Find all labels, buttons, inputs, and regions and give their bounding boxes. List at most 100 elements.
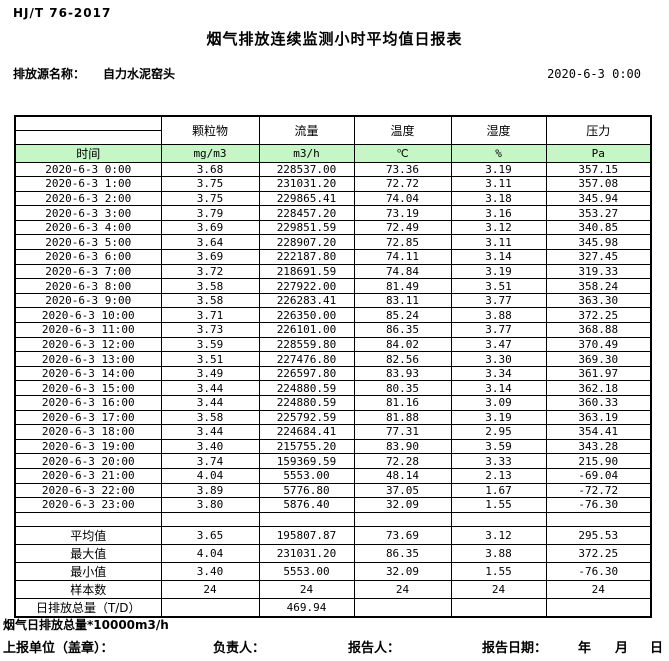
value-cell: 24: [258, 580, 355, 600]
data-rows: 2020-6-3 0:00 3.68 228537.00 73.36 3.19 357.1…: [14, 161, 652, 513]
value-cell: 229865.41: [258, 190, 355, 207]
column-header-humidity: 湿度: [450, 115, 547, 145]
table-row: 2020-6-3 20:00 3.74 159369.59 72.28 3.33 215.…: [14, 453, 652, 469]
value-cell: [545, 598, 652, 618]
unit-cell-humidity: %: [450, 143, 547, 163]
value-cell: 86.35: [353, 322, 452, 338]
value-cell: 4.04: [160, 467, 260, 484]
total-emission-note: 烟气日排放总量*10000m3/h: [3, 618, 169, 632]
value-cell: 72.85: [353, 234, 452, 251]
value-cell: 3.75: [160, 176, 260, 192]
value-cell: 327.45: [545, 249, 652, 265]
value-cell: 3.11: [450, 176, 547, 192]
value-cell: 3.47: [450, 336, 547, 353]
value-cell: 3.33: [450, 453, 547, 469]
value-cell: 37.05: [353, 482, 452, 499]
time-cell: 2020-6-3 6:00: [14, 249, 162, 265]
value-cell: 5553.00: [258, 562, 355, 582]
value-cell: 469.94: [258, 598, 355, 618]
day-label: 日: [650, 641, 664, 656]
value-cell: [160, 598, 260, 618]
value-cell: 226597.80: [258, 365, 355, 382]
table-row: 2020-6-3 7:00 3.72 218691.59 74.84 3.19 319.3…: [14, 263, 652, 280]
value-cell: 81.16: [353, 395, 452, 411]
value-cell: 3.59: [450, 438, 547, 455]
value-cell: 1.55: [450, 497, 547, 513]
value-cell: 218691.59: [258, 263, 355, 280]
standard-number: HJ/T 76-2017: [13, 6, 112, 20]
summary-label-cell: 最大值: [14, 544, 162, 564]
value-cell: 3.44: [160, 424, 260, 440]
value-cell: 358.24: [545, 278, 652, 294]
value-cell: 357.15: [545, 161, 652, 178]
value-cell: 224880.59: [258, 395, 355, 411]
value-cell: 3.80: [160, 497, 260, 513]
table-row: 2020-6-3 11:00 3.73 226101.00 86.35 3.77 368.…: [14, 322, 652, 338]
value-cell: 3.44: [160, 380, 260, 396]
summary-label-cell: 样本数: [14, 580, 162, 600]
value-cell: 226101.00: [258, 322, 355, 338]
column-header-flow: 流量: [258, 115, 355, 145]
value-cell: 225792.59: [258, 409, 355, 426]
table-row: 2020-6-3 8:00 3.58 227922.00 81.49 3.51 358.2…: [14, 278, 652, 294]
value-cell: 3.30: [450, 351, 547, 367]
value-cell: 361.97: [545, 365, 652, 382]
value-cell: 3.72: [160, 263, 260, 280]
unit-cell-particulate: mg/m3: [160, 143, 260, 163]
value-cell: 74.04: [353, 190, 452, 207]
time-cell: 2020-6-3 11:00: [14, 322, 162, 338]
unit-cell-pressure: Pa: [545, 143, 652, 163]
value-cell: 228907.20: [258, 234, 355, 251]
source-name-group: 排放源名称： 自力水泥窑头: [13, 65, 175, 82]
time-cell: 2020-6-3 4:00: [14, 219, 162, 236]
reporter-label: 报告人：: [348, 641, 401, 656]
value-cell: 83.11: [353, 292, 452, 309]
value-cell: 74.11: [353, 249, 452, 265]
value-cell: 2.95: [450, 424, 547, 440]
value-cell: 343.28: [545, 438, 652, 455]
value-cell: 227922.00: [258, 278, 355, 294]
value-cell: [450, 598, 547, 618]
value-cell: 24: [450, 580, 547, 600]
value-cell: 24: [353, 580, 452, 600]
value-cell: 226283.41: [258, 292, 355, 309]
value-cell: 3.44: [160, 395, 260, 411]
value-cell: 226350.00: [258, 307, 355, 324]
summary-label-cell: 日排放总量（T/D）: [14, 598, 162, 618]
value-cell: 83.90: [353, 438, 452, 455]
table-row: 2020-6-3 9:00 3.58 226283.41 83.11 3.77 363.3…: [14, 292, 652, 309]
value-cell: 3.18: [450, 190, 547, 207]
value-cell: [353, 598, 452, 618]
value-cell: -69.04: [545, 467, 652, 484]
value-cell: -72.72: [545, 482, 652, 499]
value-cell: 3.65: [160, 526, 260, 546]
summary-row: 最小值 3.40 5553.00 32.09 1.55 -76.30: [14, 562, 652, 582]
summary-row: 最大值 4.04 231031.20 86.35 3.88 372.25: [14, 544, 652, 564]
table-row: 2020-6-3 14:00 3.49 226597.80 83.93 3.34 361.…: [14, 365, 652, 382]
value-cell: 360.33: [545, 395, 652, 411]
table-row: 2020-6-3 3:00 3.79 228457.20 73.19 3.16 353.2…: [14, 205, 652, 221]
value-cell: 3.19: [450, 263, 547, 280]
value-cell: 32.09: [353, 497, 452, 513]
value-cell: 229851.59: [258, 219, 355, 236]
value-cell: 363.19: [545, 409, 652, 426]
value-cell: 215755.20: [258, 438, 355, 455]
value-cell: 231031.20: [258, 176, 355, 192]
time-cell: 2020-6-3 5:00: [14, 234, 162, 251]
value-cell: 3.59: [160, 336, 260, 353]
value-cell: 32.09: [353, 562, 452, 582]
value-cell: 3.77: [450, 292, 547, 309]
table-row: 2020-6-3 19:00 3.40 215755.20 83.90 3.59 343.…: [14, 438, 652, 455]
value-cell: 4.04: [160, 544, 260, 564]
value-cell: 295.53: [545, 526, 652, 546]
report-unit-label: 上报单位（盖章）：: [3, 641, 114, 656]
value-cell: 3.88: [450, 544, 547, 564]
time-cell: 2020-6-3 13:00: [14, 351, 162, 367]
table-row: 2020-6-3 22:00 3.89 5776.80 37.05 1.67 -72.72: [14, 482, 652, 499]
value-cell: 215.90: [545, 453, 652, 469]
value-cell: [545, 511, 652, 528]
value-cell: 3.51: [160, 351, 260, 367]
value-cell: 159369.59: [258, 453, 355, 469]
time-cell: 2020-6-3 1:00: [14, 176, 162, 192]
value-cell: 3.40: [160, 562, 260, 582]
